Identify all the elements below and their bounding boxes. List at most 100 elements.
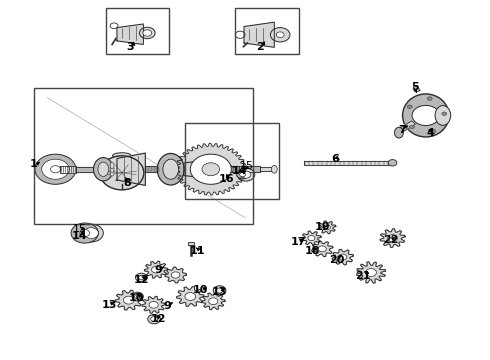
Circle shape bbox=[139, 275, 145, 280]
Text: 11: 11 bbox=[189, 246, 205, 256]
Text: 15: 15 bbox=[240, 161, 253, 171]
Circle shape bbox=[407, 105, 412, 109]
Polygon shape bbox=[60, 166, 76, 173]
Polygon shape bbox=[175, 143, 246, 195]
Ellipse shape bbox=[163, 159, 178, 179]
Text: 18: 18 bbox=[305, 246, 320, 256]
Circle shape bbox=[42, 159, 69, 179]
Circle shape bbox=[202, 163, 220, 176]
Circle shape bbox=[276, 32, 284, 38]
Text: 9: 9 bbox=[154, 265, 162, 275]
Circle shape bbox=[339, 254, 347, 260]
Circle shape bbox=[123, 296, 134, 304]
Circle shape bbox=[71, 223, 98, 243]
Polygon shape bbox=[146, 166, 162, 172]
Text: 12: 12 bbox=[150, 314, 166, 324]
Circle shape bbox=[148, 315, 160, 324]
Polygon shape bbox=[201, 293, 225, 310]
Text: 10: 10 bbox=[129, 293, 144, 303]
Circle shape bbox=[35, 154, 76, 184]
Circle shape bbox=[209, 298, 218, 305]
Polygon shape bbox=[302, 231, 321, 245]
Text: 16: 16 bbox=[219, 174, 234, 184]
Polygon shape bbox=[165, 267, 186, 283]
Circle shape bbox=[213, 159, 240, 179]
Text: 20: 20 bbox=[329, 255, 344, 265]
Circle shape bbox=[431, 129, 436, 133]
Polygon shape bbox=[244, 22, 274, 47]
Text: 6: 6 bbox=[331, 154, 340, 164]
Circle shape bbox=[45, 161, 66, 177]
Circle shape bbox=[237, 168, 255, 181]
Polygon shape bbox=[117, 24, 144, 44]
Text: 4: 4 bbox=[427, 129, 435, 138]
Circle shape bbox=[151, 317, 158, 321]
Circle shape bbox=[318, 246, 326, 252]
Text: 17: 17 bbox=[291, 237, 307, 247]
Text: 21: 21 bbox=[355, 271, 371, 281]
Polygon shape bbox=[318, 221, 336, 234]
Circle shape bbox=[366, 269, 376, 276]
Circle shape bbox=[237, 170, 248, 179]
Bar bbox=[235, 8, 299, 54]
Circle shape bbox=[140, 27, 155, 39]
Polygon shape bbox=[76, 167, 96, 172]
Ellipse shape bbox=[435, 105, 451, 125]
Text: 3: 3 bbox=[126, 42, 134, 52]
Text: 7: 7 bbox=[398, 125, 406, 135]
Circle shape bbox=[216, 288, 223, 293]
Circle shape bbox=[442, 112, 447, 116]
Polygon shape bbox=[117, 153, 146, 185]
Polygon shape bbox=[414, 86, 420, 92]
Circle shape bbox=[427, 97, 432, 100]
Polygon shape bbox=[115, 290, 143, 310]
Polygon shape bbox=[176, 287, 204, 306]
Circle shape bbox=[132, 292, 144, 301]
Circle shape bbox=[220, 164, 233, 174]
Circle shape bbox=[308, 235, 315, 240]
Circle shape bbox=[213, 286, 226, 295]
Circle shape bbox=[270, 28, 290, 42]
Circle shape bbox=[324, 225, 330, 230]
Ellipse shape bbox=[110, 166, 114, 172]
Circle shape bbox=[80, 229, 90, 237]
Ellipse shape bbox=[98, 162, 109, 176]
Circle shape bbox=[151, 266, 161, 273]
Polygon shape bbox=[260, 167, 272, 171]
Text: 5: 5 bbox=[411, 82, 419, 93]
Polygon shape bbox=[380, 229, 405, 247]
Polygon shape bbox=[312, 241, 333, 257]
Circle shape bbox=[136, 273, 147, 282]
Polygon shape bbox=[398, 121, 416, 132]
Text: 1: 1 bbox=[30, 159, 38, 169]
Polygon shape bbox=[142, 296, 165, 313]
Polygon shape bbox=[229, 166, 260, 172]
Text: 15: 15 bbox=[73, 225, 87, 234]
Polygon shape bbox=[184, 158, 220, 180]
Text: 10: 10 bbox=[193, 285, 208, 296]
Text: 22: 22 bbox=[383, 235, 398, 245]
Polygon shape bbox=[304, 161, 391, 165]
Polygon shape bbox=[226, 166, 239, 172]
Text: 8: 8 bbox=[123, 178, 131, 188]
Text: 14: 14 bbox=[231, 166, 247, 176]
Ellipse shape bbox=[110, 170, 114, 176]
Bar bbox=[34, 88, 253, 224]
Ellipse shape bbox=[271, 165, 277, 173]
Circle shape bbox=[79, 224, 103, 242]
Circle shape bbox=[143, 30, 152, 36]
Circle shape bbox=[410, 125, 415, 129]
Ellipse shape bbox=[110, 162, 114, 169]
Circle shape bbox=[240, 172, 245, 177]
Text: 19: 19 bbox=[315, 222, 330, 232]
Polygon shape bbox=[357, 262, 386, 283]
Ellipse shape bbox=[403, 94, 449, 137]
Ellipse shape bbox=[157, 153, 184, 185]
Circle shape bbox=[388, 235, 397, 242]
Text: 9: 9 bbox=[164, 301, 171, 311]
Polygon shape bbox=[332, 249, 353, 265]
Text: 13: 13 bbox=[212, 287, 227, 297]
Circle shape bbox=[185, 293, 196, 301]
Text: 13: 13 bbox=[101, 300, 117, 310]
Circle shape bbox=[388, 159, 397, 166]
